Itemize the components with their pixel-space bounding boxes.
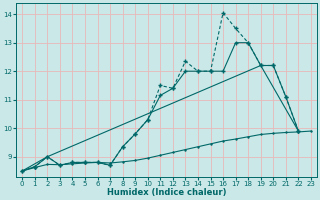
X-axis label: Humidex (Indice chaleur): Humidex (Indice chaleur) [107, 188, 226, 197]
